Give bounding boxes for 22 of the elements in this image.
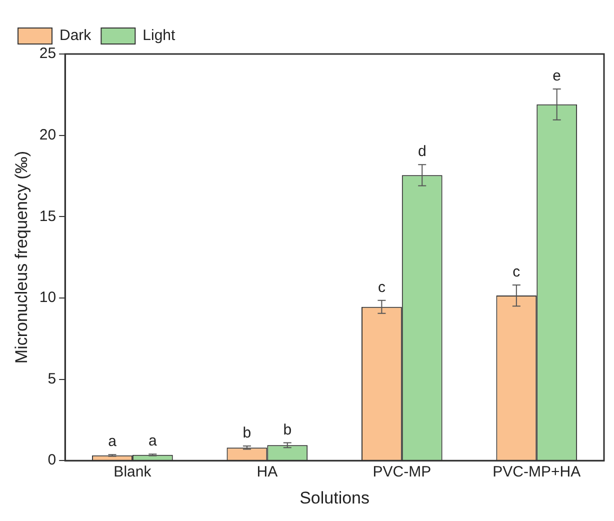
- legend-label: Light: [142, 27, 176, 44]
- y-tick-label: 25: [39, 45, 56, 62]
- data-label: a: [108, 433, 118, 450]
- legend-label: Dark: [60, 27, 92, 44]
- x-tick-label: PVC-MP: [372, 464, 432, 481]
- x-axis-title: Solutions: [300, 488, 370, 508]
- y-tick-label: 20: [39, 126, 56, 144]
- data-label: b: [283, 421, 292, 438]
- y-tick-label: 0: [48, 452, 56, 469]
- data-label: d: [418, 143, 426, 160]
- data-label: c: [512, 264, 521, 281]
- x-tick-label: PVC-MP+HA: [492, 464, 581, 481]
- data-label: a: [148, 432, 158, 450]
- y-tick-label: 15: [39, 208, 56, 225]
- data-label: c: [378, 279, 386, 296]
- x-tick-label: Blank: [114, 464, 152, 481]
- y-tick-label: 5: [48, 370, 56, 388]
- y-axis-title: Micronucleus frequency (‰): [12, 151, 31, 364]
- data-label: b: [242, 424, 252, 442]
- y-tick-label: 10: [39, 289, 56, 306]
- data-label: e: [552, 68, 562, 85]
- x-tick-label: HA: [256, 464, 278, 481]
